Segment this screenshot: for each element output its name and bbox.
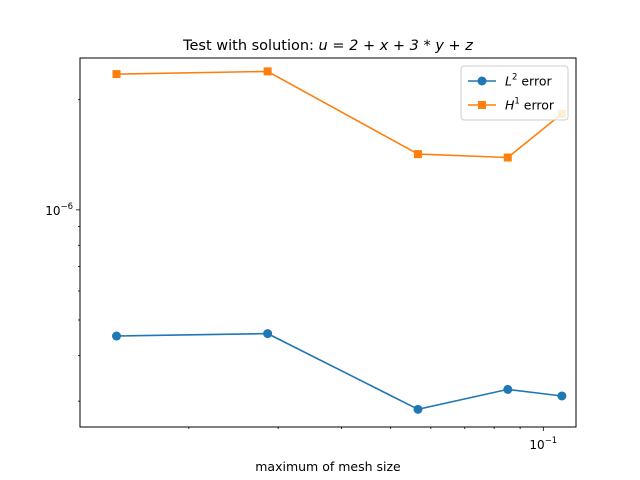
data-point-1-3	[503, 153, 512, 162]
chart-title-prefix: Test with solution:	[182, 38, 318, 54]
plot-area	[112, 67, 567, 414]
y-tick-label-0: 10−6	[45, 202, 73, 218]
axis-ticks: 10−1 10−6	[45, 99, 557, 452]
legend-marker-1	[478, 101, 486, 109]
data-point-1-2	[413, 150, 422, 159]
data-point-0-4	[557, 391, 567, 401]
legend: L2 error H1 error	[460, 65, 569, 121]
x-tick-label-0: 10−1	[529, 436, 557, 452]
data-point-0-1	[263, 329, 273, 339]
data-point-0-2	[413, 404, 423, 414]
chart-title-math: u = 2 + x + 3 * y + z	[319, 38, 474, 54]
x-axis-label: maximum of mesh size	[255, 459, 401, 474]
series-line-0	[116, 332, 562, 411]
data-point-1-1	[263, 67, 272, 76]
legend-box	[460, 65, 569, 121]
legend-marker-0	[477, 76, 487, 86]
legend-label-1: H1 error	[505, 97, 555, 113]
data-point-1-0	[112, 70, 121, 79]
chart-title: Test with solution: u = 2 + x + 3 * y + …	[182, 38, 473, 54]
data-point-0-3	[503, 384, 513, 394]
plot-frame	[79, 57, 577, 428]
legend-label-0: L2 error	[505, 73, 552, 89]
data-point-0-0	[112, 331, 122, 341]
